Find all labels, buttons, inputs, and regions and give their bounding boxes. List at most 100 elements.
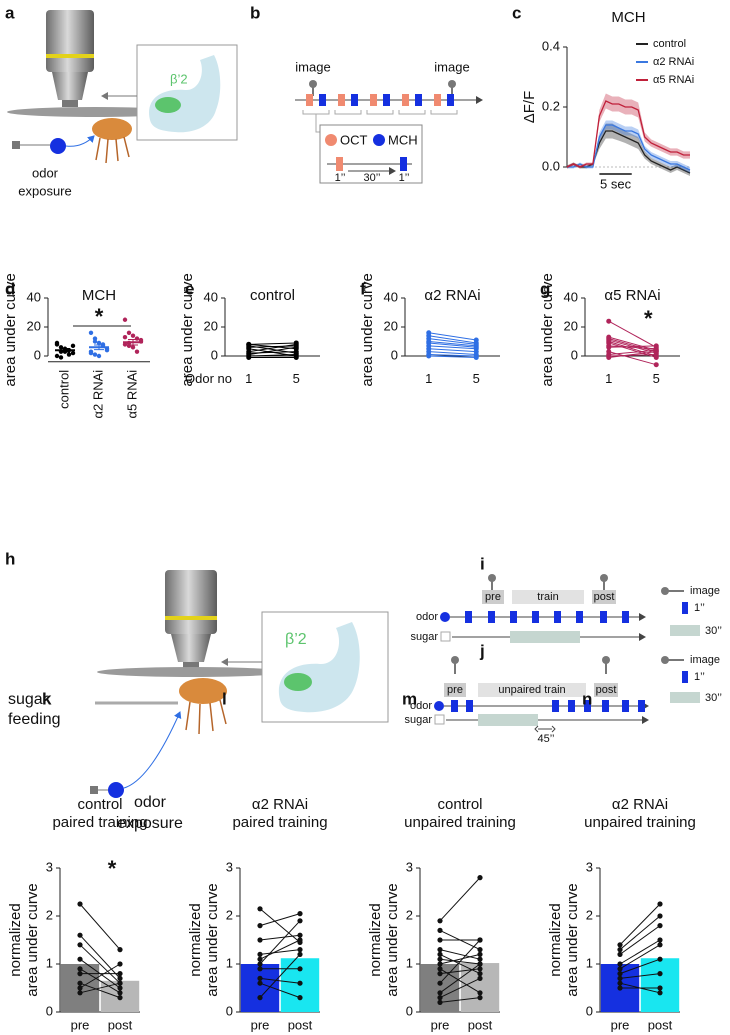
chart-title: α2 RNAi: [424, 287, 480, 304]
point: [92, 339, 98, 344]
panel-letter: j: [479, 641, 485, 660]
point: [437, 961, 443, 967]
point: [477, 971, 483, 977]
point: [657, 990, 663, 996]
interval-arrow: [534, 725, 556, 733]
point: [477, 947, 483, 953]
phase-box: [444, 683, 466, 697]
pair-line: [79, 944, 121, 984]
y-axis-label: area under curve: [384, 883, 401, 996]
point: [88, 330, 94, 335]
y-axis-label: area under curve: [564, 883, 581, 996]
pair-line: [79, 982, 121, 994]
point: [653, 343, 659, 349]
sugar-period: [478, 714, 538, 726]
point: [477, 990, 483, 996]
odor-icon: [434, 701, 444, 711]
objective: [171, 634, 211, 662]
label: 1’’: [399, 172, 410, 184]
point: [70, 343, 76, 349]
stage: [97, 667, 287, 677]
fly-legs: [95, 136, 130, 164]
x-tick-label: 5: [653, 371, 660, 386]
chart-title: α2 RNAi: [612, 796, 668, 813]
point: [96, 353, 102, 359]
point: [257, 975, 263, 982]
point: [77, 901, 83, 907]
legend-label: image: [690, 654, 720, 666]
label: image: [295, 59, 330, 74]
pair-line: [619, 939, 661, 965]
y-axis-label: area under curve: [2, 273, 19, 386]
point: [437, 971, 443, 977]
phase-label: post: [596, 684, 617, 696]
point: [92, 352, 98, 357]
point: [257, 966, 263, 972]
legend-label: MCH: [388, 132, 418, 147]
y-tick-label: 40: [27, 289, 41, 304]
x-tick-label: 1: [245, 371, 252, 386]
odor-arrow: [123, 711, 182, 789]
legend-label: 1’’: [694, 671, 705, 683]
panel-letter: e: [185, 279, 194, 298]
point: [54, 342, 60, 347]
point: [606, 352, 612, 358]
point: [257, 923, 263, 929]
microscope: [165, 570, 217, 634]
point: [257, 937, 263, 943]
point: [617, 947, 623, 953]
y-axis-label: ΔF/F: [521, 91, 538, 124]
phase-label: unpaired train: [498, 684, 565, 696]
fly: [179, 678, 227, 704]
point: [117, 985, 123, 991]
point: [246, 350, 252, 356]
point: [297, 932, 303, 938]
y-tick-label: 2: [226, 907, 233, 922]
legend-label: 30’’: [705, 625, 722, 637]
y-tick-label: 0: [34, 347, 41, 362]
point: [437, 966, 443, 972]
point: [66, 352, 72, 357]
legend-label: α2 RNAi: [653, 56, 694, 68]
objective: [52, 72, 88, 100]
pair-line: [619, 944, 661, 970]
point: [77, 980, 83, 986]
point: [617, 942, 623, 948]
y-tick-label: 40: [564, 289, 578, 304]
y-tick-label: 1: [226, 955, 233, 970]
phase-box: [482, 590, 504, 604]
y-tick-label: 0: [46, 1003, 53, 1018]
objective-tip: [183, 662, 199, 668]
legend-label: control: [653, 38, 686, 50]
error-band: [567, 93, 690, 169]
y-tick-label: 3: [586, 859, 593, 874]
pulses: [451, 700, 645, 712]
pair-line: [439, 977, 481, 999]
pair-line: [428, 332, 477, 341]
panel-h: h sugar feeding odor exposure β’2: [5, 549, 389, 832]
pair-line: [439, 997, 481, 1003]
x-tick-label: α2 RNAi: [90, 370, 105, 419]
point: [77, 985, 83, 991]
region-label: β’2: [170, 71, 188, 86]
point: [297, 966, 303, 972]
sugar-icon: [440, 631, 451, 642]
panel-letter: i: [480, 554, 485, 573]
point: [617, 980, 623, 986]
pair-line: [619, 925, 661, 955]
pair-line: [428, 342, 477, 348]
x-tick-label: 1: [605, 371, 612, 386]
y-tick-label: 3: [46, 859, 53, 874]
phase-label: post: [594, 591, 615, 603]
point: [477, 995, 483, 1001]
pair-line: [259, 913, 301, 927]
pair-line: [439, 968, 481, 975]
pair-line: [259, 977, 301, 984]
y-tick-label: 1: [46, 955, 53, 970]
point: [77, 942, 83, 948]
point: [293, 354, 299, 360]
panel-letter: f: [360, 279, 366, 298]
label: exposure: [117, 815, 183, 832]
point: [617, 966, 623, 972]
x-tick-label: post: [288, 1017, 313, 1032]
